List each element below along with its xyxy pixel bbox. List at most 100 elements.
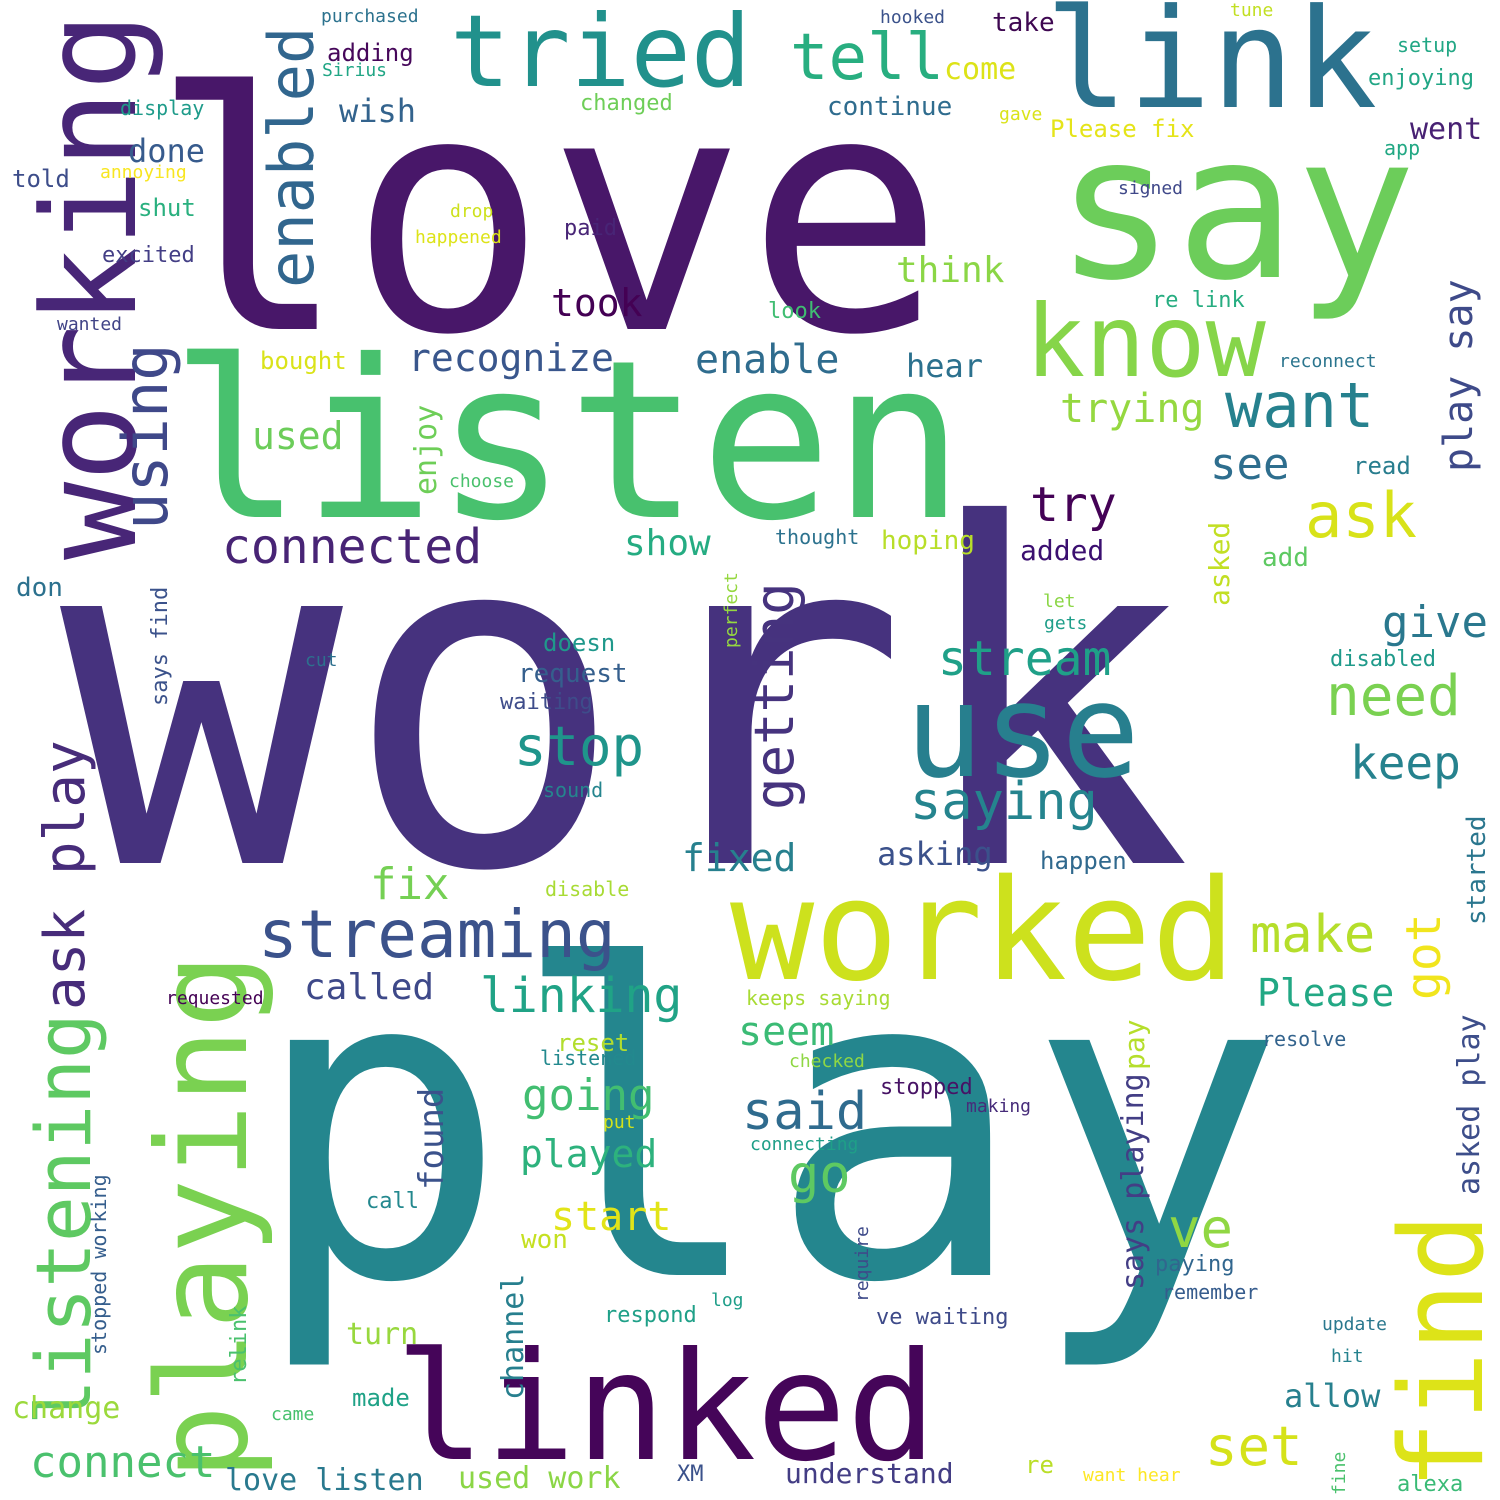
word-added: added bbox=[1020, 534, 1105, 568]
word-take: take bbox=[992, 8, 1055, 39]
word-go: go bbox=[788, 1145, 851, 1206]
word-keeps-saying: keeps saying bbox=[746, 986, 891, 1011]
word-excited: excited bbox=[102, 242, 195, 268]
word-saying: saying bbox=[910, 772, 1098, 833]
word-listened: listened bbox=[540, 1046, 637, 1071]
word-says-find: says find bbox=[148, 586, 174, 706]
word-perfect: perfect bbox=[720, 572, 742, 648]
word-disable: disable bbox=[545, 877, 630, 902]
word-link: link bbox=[1045, 0, 1378, 140]
word-linking: linking bbox=[480, 967, 683, 1024]
word-hooked: hooked bbox=[880, 7, 946, 29]
word-purchased: purchased bbox=[321, 6, 419, 28]
word-update: update bbox=[1322, 1314, 1388, 1336]
word-called: called bbox=[304, 967, 435, 1009]
word-change: change bbox=[12, 1390, 121, 1426]
word-said: said bbox=[742, 1082, 868, 1143]
word-request: request bbox=[518, 659, 628, 690]
word-wanted: wanted bbox=[57, 314, 123, 336]
word-use: use bbox=[905, 654, 1140, 807]
word-going: going bbox=[522, 1070, 655, 1122]
word-signed: signed bbox=[1118, 178, 1184, 200]
word-don: don bbox=[16, 573, 63, 604]
word-ask: ask bbox=[1305, 479, 1417, 553]
word-remember: remember bbox=[1162, 1280, 1259, 1305]
word-choose: choose bbox=[449, 471, 515, 493]
word-reconnect: reconnect bbox=[1279, 351, 1377, 373]
word-told: told bbox=[12, 164, 70, 193]
word-disabled: disabled bbox=[1330, 646, 1436, 672]
word-give: give bbox=[1382, 597, 1488, 649]
word-hear: hear bbox=[906, 346, 984, 385]
word-ve-waiting: ve waiting bbox=[876, 1304, 1009, 1330]
word-alexa: alexa bbox=[1397, 1471, 1464, 1497]
word-resolve: resolve bbox=[1262, 1027, 1347, 1052]
word-show: show bbox=[624, 523, 711, 565]
word-sound: sound bbox=[543, 778, 604, 803]
word-asking: asking bbox=[877, 834, 993, 873]
word-stop: stop bbox=[514, 715, 645, 779]
word-channel: channel bbox=[495, 1273, 531, 1400]
word-make: make bbox=[1250, 905, 1376, 966]
word-please: Please bbox=[1257, 970, 1395, 1015]
word-came: came bbox=[271, 1404, 315, 1426]
word-re-link: re link bbox=[1152, 287, 1245, 313]
word-ask-play: ask play bbox=[32, 740, 98, 1010]
word-used-work: used work bbox=[458, 1460, 621, 1496]
word-recognize: recognize bbox=[408, 335, 614, 380]
word-think: think bbox=[896, 250, 1005, 292]
word-using: using bbox=[109, 343, 183, 530]
word-hoping: hoping bbox=[881, 526, 975, 557]
word-done: done bbox=[128, 131, 206, 170]
word-took: took bbox=[551, 280, 643, 325]
word-thought: thought bbox=[775, 525, 860, 550]
word-work: work bbox=[60, 427, 1192, 975]
word-enabled: enabled bbox=[255, 26, 329, 288]
word-come: come bbox=[944, 51, 1017, 87]
word-relink: relink bbox=[227, 1305, 253, 1385]
word-making: making bbox=[966, 1096, 1032, 1118]
word-stopped-working: stopped working bbox=[87, 1174, 111, 1355]
word-gets: gets bbox=[1044, 613, 1088, 635]
word-made: made bbox=[352, 1383, 410, 1412]
word-asked-play: asked play bbox=[1451, 1014, 1487, 1195]
word-connect: connect bbox=[30, 1437, 216, 1489]
word-paying: paying bbox=[1155, 1251, 1235, 1277]
word-add: add bbox=[1262, 543, 1309, 574]
word-look: look bbox=[768, 298, 821, 324]
word-asked: asked bbox=[1203, 521, 1237, 606]
word-fine: fine bbox=[1328, 1451, 1350, 1495]
word-gave: gave bbox=[999, 104, 1043, 126]
word-checked: checked bbox=[789, 1051, 865, 1073]
word-listen: listen bbox=[170, 313, 965, 570]
word-love-listen: love listen bbox=[225, 1462, 424, 1498]
word-love: love bbox=[150, 22, 945, 407]
word-drop: drop bbox=[450, 201, 494, 223]
word-reset: reset bbox=[557, 1028, 630, 1057]
word-re: re bbox=[1025, 1450, 1054, 1479]
word-xm: XM bbox=[677, 1461, 704, 1487]
word-connected: connected bbox=[222, 518, 483, 575]
word-start: start bbox=[551, 1193, 672, 1240]
word-stream: stream bbox=[938, 630, 1112, 687]
word-understand: understand bbox=[785, 1457, 954, 1491]
word-says-playing: says playing bbox=[1115, 1073, 1151, 1290]
word-need: need bbox=[1326, 663, 1461, 729]
word-play-say: play say bbox=[1436, 279, 1482, 472]
word-happen: happen bbox=[1040, 846, 1127, 875]
word-got: got bbox=[1396, 913, 1453, 1000]
word-doesn: doesn bbox=[543, 628, 616, 657]
word-read: read bbox=[1353, 451, 1411, 480]
word-trying: trying bbox=[1060, 385, 1205, 432]
word-require: require bbox=[851, 1226, 873, 1302]
word-allow: allow bbox=[1284, 1376, 1381, 1415]
word-won: won bbox=[521, 1225, 568, 1256]
word-wish: wish bbox=[339, 91, 417, 130]
word-say: say bbox=[1055, 92, 1417, 325]
word-know: know bbox=[1025, 283, 1266, 400]
word-tune: tune bbox=[1230, 0, 1274, 22]
word-let: let bbox=[1043, 591, 1076, 613]
word-respond: respond bbox=[604, 1302, 697, 1328]
word-want-hear: want hear bbox=[1083, 1465, 1181, 1487]
word-app: app bbox=[1384, 136, 1421, 161]
